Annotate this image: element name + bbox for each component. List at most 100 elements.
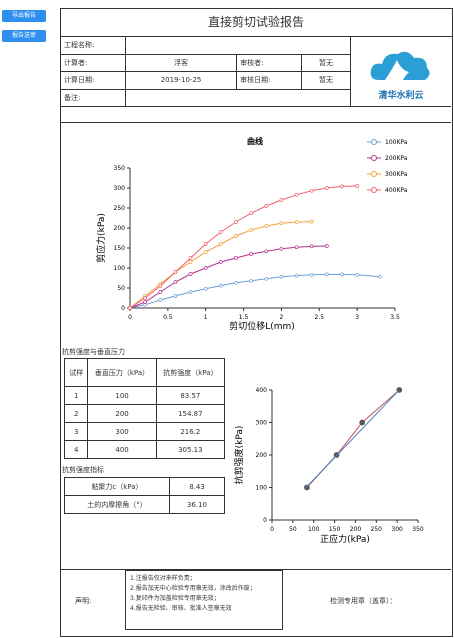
report-title: 直接剪切试验报告 — [60, 8, 452, 37]
series-line — [129, 221, 312, 309]
info-row: 计算者: 浮客 审核者: 暂无 — [60, 53, 351, 72]
table-row: 土的内摩擦角（°） 36.10 — [64, 495, 225, 514]
table-row: 4 400 305.13 — [63, 440, 226, 459]
table-row: 1 100 83.57 — [63, 386, 226, 405]
data-point — [219, 242, 223, 246]
data-point — [158, 298, 163, 302]
data-point — [188, 272, 193, 276]
chart-title: 曲线 — [247, 136, 263, 146]
x-tick-label: 2.5 — [315, 314, 325, 321]
data-point — [279, 246, 284, 251]
data-point — [325, 186, 329, 190]
legend-label: 200KPa — [385, 155, 408, 162]
info-value: 2019-10-25 — [124, 71, 238, 90]
x-tick-label: 350 — [412, 526, 424, 533]
x-tick-label: 1.5 — [239, 314, 249, 321]
series-line — [129, 185, 358, 309]
index-table-title: 抗剪强度指标 — [62, 466, 104, 474]
y-tick-label: 150 — [114, 245, 126, 252]
info-value: 浮客 — [124, 53, 238, 72]
data-point — [294, 245, 299, 250]
submit-button[interactable]: 报告送审 — [2, 30, 46, 42]
strength-table: 试样 垂直压力（kPa） 抗剪强度（kPa） 1 100 83.57 2 200 154.87 3… — [63, 358, 226, 459]
table-cell: 土的内摩擦角（°） — [64, 495, 170, 514]
statement-line: 4.报告无检验、审核、批准人签章无效 — [130, 605, 232, 612]
data-point — [279, 198, 284, 202]
legend-marker — [371, 139, 377, 145]
data-point — [264, 204, 269, 208]
x-tick-label: 0 — [128, 314, 132, 321]
legend-label: 300KPa — [385, 171, 408, 178]
y-tick-label: 0 — [121, 305, 125, 312]
data-point — [158, 284, 163, 288]
table-cell: 100 — [87, 386, 157, 405]
y-tick-label: 300 — [114, 185, 126, 192]
data-point — [294, 220, 299, 224]
y-axis-label: 剪应力(kPa) — [95, 213, 107, 263]
data-point — [173, 280, 178, 284]
statement-line: 1.注报告仅对来样负责； — [130, 575, 196, 582]
data-point — [249, 252, 253, 256]
data-point — [309, 188, 314, 193]
info-empty — [125, 88, 351, 107]
data-point — [173, 270, 178, 274]
table-cell: 3 — [63, 422, 89, 441]
data-point — [279, 274, 284, 279]
legend-label: 400KPa — [385, 187, 408, 194]
table-cell: 8.43 — [169, 477, 225, 496]
data-point — [188, 260, 193, 264]
x-tick-label: 150 — [329, 526, 341, 533]
data-point — [325, 272, 329, 277]
y-tick-label: 200 — [256, 452, 268, 459]
table-cell: 300 — [87, 422, 157, 441]
data-point — [173, 294, 178, 298]
x-axis-label: 剪切位移L(mm) — [229, 320, 295, 332]
strength-table-title: 抗剪强度与垂直压力 — [62, 348, 125, 356]
table-cell: 4 — [63, 440, 89, 459]
data-point — [304, 484, 310, 491]
y-tick-label: 50 — [117, 285, 125, 292]
info-value: 暂无 — [301, 71, 351, 90]
data-point — [340, 272, 344, 277]
y-tick-label: 250 — [114, 205, 126, 212]
table-row: 3 300 216.2 — [63, 422, 226, 441]
data-point — [143, 300, 147, 304]
data-point — [203, 250, 208, 254]
index-table: 粘聚力c（kPa） 8.43 土的内摩擦角（°） 36.10 — [64, 477, 225, 514]
legend-marker — [371, 187, 377, 193]
data-point — [234, 280, 238, 285]
data-point — [219, 283, 223, 288]
data-point — [309, 219, 314, 224]
info-label: 工程名称: — [60, 36, 126, 55]
data-point — [294, 192, 299, 197]
x-tick-label: 0 — [270, 526, 274, 533]
data-point — [325, 244, 329, 248]
table-cell: 83.57 — [155, 386, 226, 405]
data-point — [249, 228, 253, 232]
table-cell: 1 — [63, 386, 89, 405]
x-tick-label: 250 — [371, 526, 383, 533]
info-row: 工程名称: — [60, 36, 351, 55]
y-tick-label: 300 — [256, 420, 268, 427]
info-label: 审核日期: — [236, 71, 303, 90]
data-point — [355, 184, 359, 188]
data-point — [203, 286, 208, 291]
x-tick-label: 2 — [280, 314, 284, 321]
statement-label: 声明: — [75, 597, 92, 605]
y-tick-label: 0 — [263, 517, 267, 524]
table-cell: 216.2 — [155, 422, 226, 441]
header-cell: 抗剪强度（kPa） — [155, 358, 226, 387]
y-tick-label: 400 — [256, 387, 268, 394]
logo-text: 清华水利云 — [378, 89, 423, 101]
data-point — [143, 296, 147, 300]
table-row: 粘聚力c（kPa） 8.43 — [64, 477, 225, 496]
table-cell: 2 — [63, 404, 89, 423]
export-button[interactable]: 导出报告 — [2, 10, 46, 22]
x-tick-label: 50 — [289, 526, 297, 533]
logo: 清华水利云 — [370, 51, 430, 101]
table-cell: 154.87 — [155, 404, 226, 423]
legend-label: 100KPa — [385, 139, 408, 146]
header-row: 试样 垂直压力（kPa） 抗剪强度（kPa） — [63, 358, 226, 387]
data-point — [264, 224, 269, 228]
